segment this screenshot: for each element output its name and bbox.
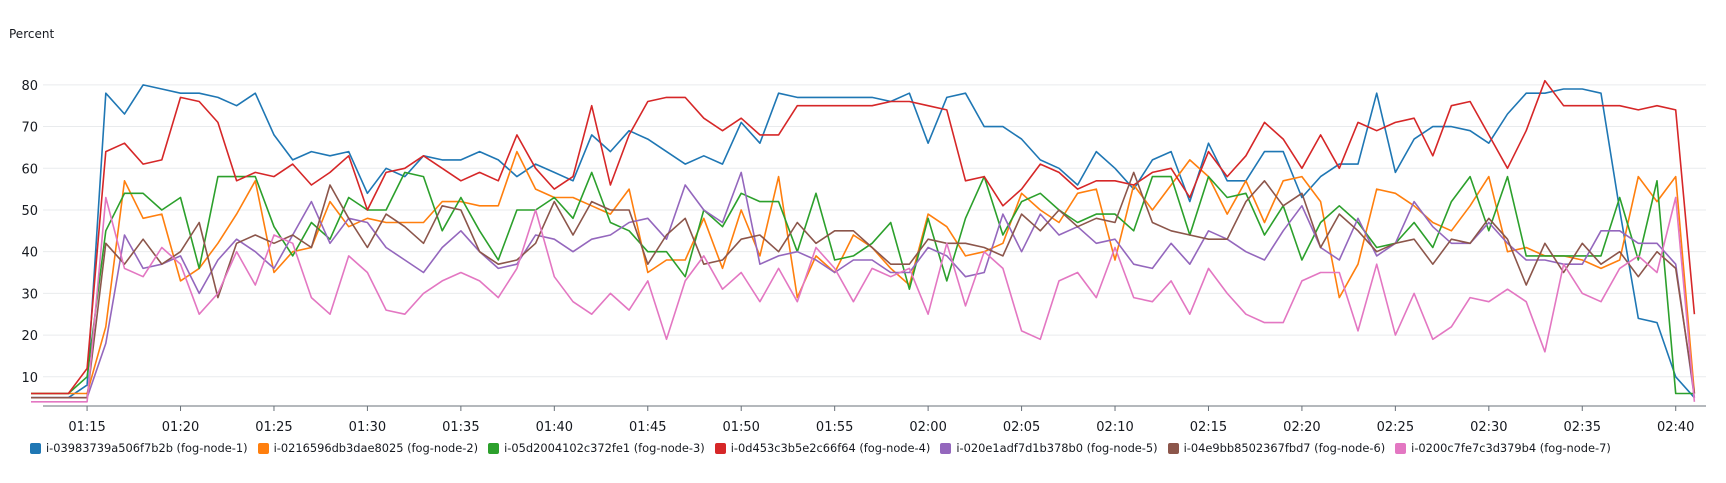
y-tick-label: 10 bbox=[21, 371, 38, 386]
series-line-fog-node-7 bbox=[31, 196, 1696, 403]
legend-swatch bbox=[714, 442, 726, 454]
legend-item-fog-node-1[interactable]: i-03983739a506f7b2b (fog-node-1) bbox=[30, 441, 248, 455]
x-tick-label: 02:20 bbox=[1283, 420, 1320, 435]
legend-label: i-0216596db3dae8025 (fog-node-2) bbox=[273, 441, 479, 455]
x-tick-label: 02:05 bbox=[1003, 420, 1040, 435]
legend-swatch bbox=[30, 442, 41, 454]
legend-item-fog-node-3[interactable]: i-05d2004102c372fe1 (fog-node-3) bbox=[488, 441, 705, 455]
legend-item-fog-node-7[interactable]: i-0200c7fe7c3d379b4 (fog-node-7) bbox=[1395, 441, 1611, 455]
x-tick-label: 01:35 bbox=[442, 420, 479, 435]
x-tick-label: 01:20 bbox=[162, 420, 199, 435]
legend-item-fog-node-6[interactable]: i-04e9bb8502367fbd7 (fog-node-6) bbox=[1167, 441, 1386, 455]
legend-label: i-0200c7fe7c3d379b4 (fog-node-7) bbox=[1411, 441, 1611, 455]
y-tick-label: 40 bbox=[21, 246, 38, 261]
x-tick-label: 01:30 bbox=[349, 420, 386, 435]
chart-legend: i-03983739a506f7b2b (fog-node-1) i-021659… bbox=[30, 441, 1621, 455]
legend-label: i-020e1adf7d1b378b0 (fog-node-5) bbox=[956, 441, 1158, 455]
y-tick-label: 20 bbox=[21, 329, 38, 344]
series-lines bbox=[31, 79, 1696, 403]
legend-swatch bbox=[257, 442, 269, 454]
legend-label: i-05d2004102c372fe1 (fog-node-3) bbox=[504, 441, 705, 455]
x-tick-label: 02:35 bbox=[1564, 420, 1601, 435]
grid-lines bbox=[43, 84, 1706, 378]
x-axis-tick-labels: 01:15 01:20 01:25 01:30 01:35 01:40 01:45 01:50… bbox=[68, 406, 1694, 435]
legend-swatch bbox=[940, 442, 952, 454]
x-tick-label: 02:00 bbox=[909, 420, 946, 435]
line-chart: Percent 10 20 30 40 50 60 70 80 01:15 01:20 01:25… bbox=[9, 27, 1706, 435]
series-line-fog-node-5 bbox=[31, 171, 1696, 399]
x-tick-label: 01:15 bbox=[68, 420, 105, 435]
x-tick-label: 01:55 bbox=[816, 420, 853, 435]
x-tick-label: 02:15 bbox=[1190, 420, 1227, 435]
x-tick-label: 02:10 bbox=[1096, 420, 1133, 435]
y-axis-tick-labels: 10 20 30 40 50 60 70 80 bbox=[21, 79, 38, 386]
legend-swatch bbox=[1167, 442, 1179, 454]
x-tick-label: 01:45 bbox=[629, 420, 666, 435]
legend-label: i-03983739a506f7b2b (fog-node-1) bbox=[46, 441, 248, 455]
x-tick-label: 01:50 bbox=[722, 420, 759, 435]
x-tick-label: 01:40 bbox=[536, 420, 573, 435]
x-tick-label: 02:40 bbox=[1657, 420, 1694, 435]
legend-item-fog-node-5[interactable]: i-020e1adf7d1b378b0 (fog-node-5) bbox=[940, 441, 1158, 455]
legend-swatch bbox=[488, 442, 500, 454]
y-tick-label: 30 bbox=[21, 287, 38, 302]
y-axis-unit-label: Percent bbox=[9, 27, 54, 41]
legend-item-fog-node-2[interactable]: i-0216596db3dae8025 (fog-node-2) bbox=[257, 441, 479, 455]
x-tick-label: 02:30 bbox=[1470, 420, 1507, 435]
series-line-fog-node-1 bbox=[31, 84, 1695, 399]
series-line-fog-node-3 bbox=[31, 171, 1695, 395]
legend-label: i-04e9bb8502367fbd7 (fog-node-6) bbox=[1183, 441, 1386, 455]
x-tick-label: 02:25 bbox=[1377, 420, 1414, 435]
y-tick-label: 70 bbox=[21, 121, 38, 136]
legend-label: i-0d453c3b5e2c66f64 (fog-node-4) bbox=[730, 441, 931, 455]
series-line-fog-node-4 bbox=[31, 79, 1696, 395]
y-tick-label: 80 bbox=[21, 79, 38, 94]
legend-swatch bbox=[1395, 442, 1407, 454]
y-tick-label: 60 bbox=[21, 162, 38, 177]
legend-item-fog-node-4[interactable]: i-0d453c3b5e2c66f64 (fog-node-4) bbox=[714, 441, 931, 455]
series-line-fog-node-6 bbox=[31, 171, 1696, 399]
y-tick-label: 50 bbox=[21, 204, 38, 219]
series-line-fog-node-2 bbox=[31, 150, 1696, 395]
x-tick-label: 01:25 bbox=[255, 420, 292, 435]
